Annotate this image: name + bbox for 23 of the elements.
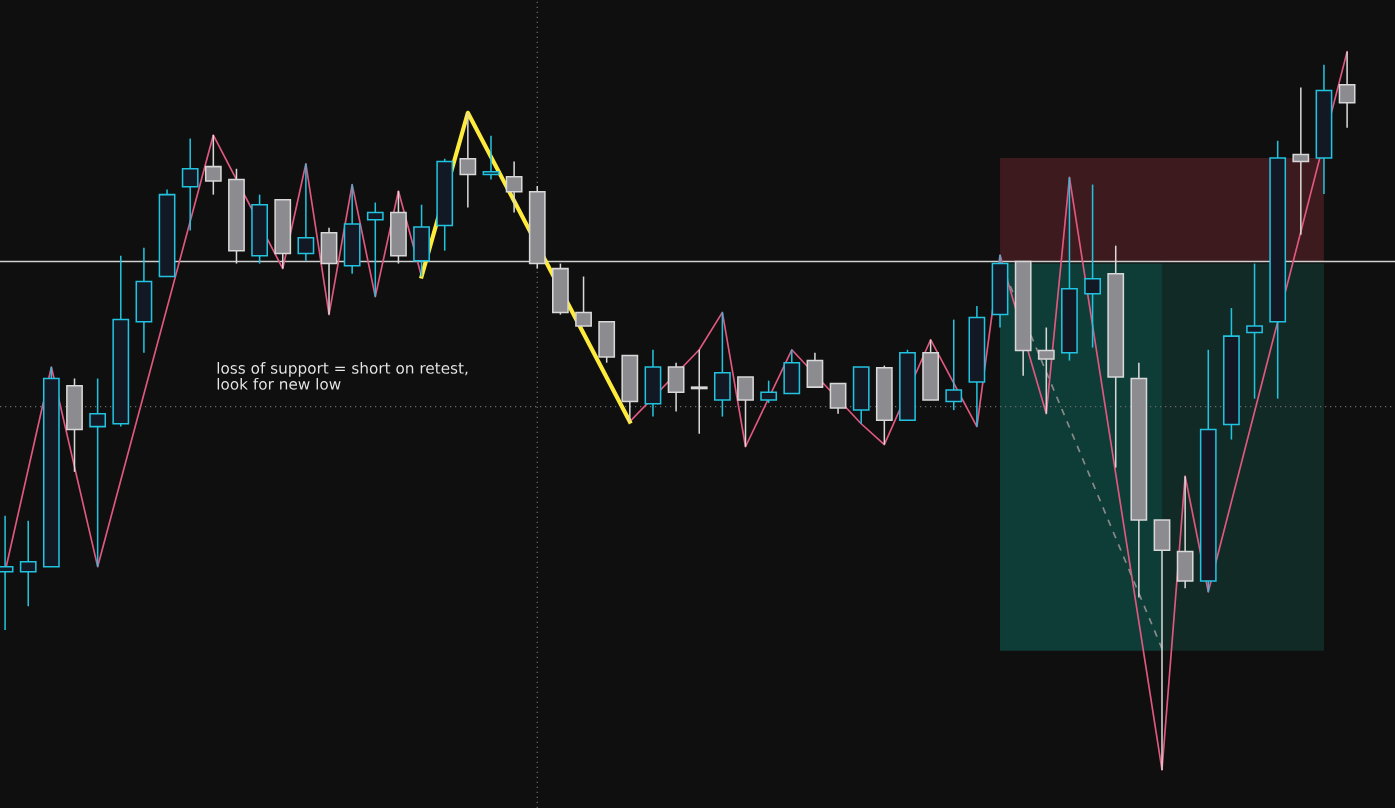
- candlestick: [19, 519, 37, 607]
- candlestick: [1176, 475, 1194, 589]
- candlestick: [690, 349, 708, 435]
- candlestick: [1084, 183, 1101, 349]
- candlestick: [1246, 262, 1263, 400]
- candlestick: [945, 318, 963, 411]
- candlestick: [343, 183, 361, 275]
- candlestick: [1037, 326, 1055, 415]
- candlestick: [991, 254, 1009, 329]
- candlestick: [644, 349, 662, 418]
- candlestick: [459, 111, 477, 209]
- candlestick: [1338, 50, 1356, 129]
- candlestick: [112, 254, 130, 428]
- candlestick: [181, 137, 199, 232]
- candlestick: [1130, 361, 1148, 599]
- candlestick: [1315, 63, 1333, 195]
- candlestick: [135, 247, 153, 354]
- candlestick: [297, 162, 315, 262]
- candlestick: [968, 305, 986, 428]
- candlestick: [89, 377, 107, 568]
- annotation: loss of support = short on retest, look for new low: [217, 361, 468, 390]
- candlestick: [1292, 86, 1310, 236]
- candlestick: [505, 160, 523, 214]
